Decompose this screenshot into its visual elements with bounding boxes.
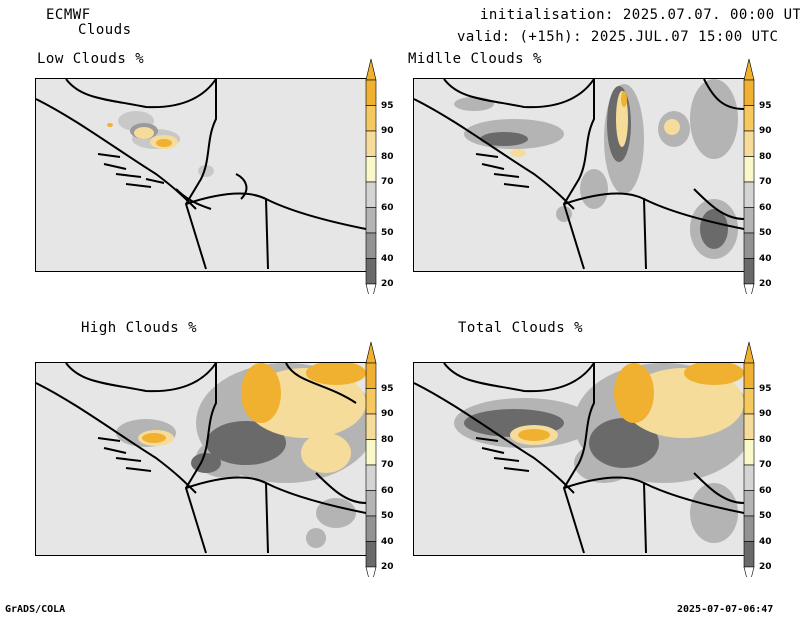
colorbar-segment xyxy=(365,362,377,389)
colorbar-segment xyxy=(365,464,377,491)
colorbar-tick-label: 20 xyxy=(759,279,772,289)
colorbar-bottom-arrow xyxy=(365,566,377,577)
map-middle-clouds xyxy=(413,78,745,272)
map-svg xyxy=(414,363,744,554)
map-high-clouds xyxy=(35,362,367,556)
colorbar-segment xyxy=(365,156,377,183)
colorbar-segment xyxy=(743,232,755,259)
panel-title-high: High Clouds % xyxy=(81,320,198,336)
colorbar-bottom-right: 95 90 80 70 60 50 40 20 xyxy=(743,341,783,577)
colorbar-tick-label: 40 xyxy=(759,536,772,547)
colorbar-top-left: 95 90 80 70 60 50 40 20 xyxy=(365,58,405,294)
colorbar-bottom-left: 95 90 80 70 60 50 40 20 xyxy=(365,341,405,577)
colorbar-tick-label: 70 xyxy=(759,460,772,470)
colorbar-tick-label: 95 xyxy=(381,100,394,111)
colorbar-segment xyxy=(743,105,755,132)
colorbar-segment xyxy=(743,156,755,183)
colorbar-tick-label: 50 xyxy=(759,228,772,238)
colorbar-tick-label: 40 xyxy=(381,536,394,547)
colorbar-tick-label: 20 xyxy=(381,279,394,289)
colorbar-tick-label: 60 xyxy=(759,202,772,213)
colorbar-bottom-arrow xyxy=(743,566,755,577)
map-total-clouds xyxy=(413,362,745,556)
colorbar-bottom-arrow xyxy=(365,283,377,294)
colorbar-tick-label: 80 xyxy=(381,434,394,445)
colorbar-tick-label: 95 xyxy=(759,100,772,111)
colorbar-segment xyxy=(365,515,377,542)
map-low-clouds xyxy=(35,78,367,272)
panel-title-low: Low Clouds % xyxy=(37,51,145,67)
colorbar-segment xyxy=(365,413,377,440)
colorbar-svg xyxy=(365,58,377,294)
colorbar-tick-label: 90 xyxy=(759,126,772,136)
colorbar-segment xyxy=(365,207,377,234)
colorbar-segment xyxy=(743,464,755,491)
colorbar-svg xyxy=(365,341,377,577)
colorbar-tick-label: 70 xyxy=(381,177,394,187)
colorbar-tick-label: 60 xyxy=(759,485,772,496)
colorbar-tick-label: 90 xyxy=(381,409,394,419)
colorbar-top-arrow xyxy=(365,58,377,81)
colorbar-segment xyxy=(743,362,755,389)
colorbar-segment xyxy=(743,130,755,157)
map-svg xyxy=(36,363,366,554)
colorbar-segment xyxy=(743,388,755,415)
colorbar-tick-label: 20 xyxy=(759,562,772,572)
colorbar-tick-label: 60 xyxy=(381,485,394,496)
map-svg xyxy=(36,79,366,270)
colorbar-segment xyxy=(743,515,755,542)
colorbar-segment xyxy=(365,232,377,259)
map-svg xyxy=(414,79,744,270)
colorbar-segment xyxy=(365,181,377,208)
colorbar-segment xyxy=(743,413,755,440)
colorbar-segment xyxy=(365,541,377,568)
colorbar-segment xyxy=(743,439,755,466)
panel-title-total: Total Clouds % xyxy=(458,320,584,336)
colorbar-tick-label: 70 xyxy=(759,177,772,187)
colorbar-tick-label: 90 xyxy=(381,126,394,136)
colorbar-segment xyxy=(743,181,755,208)
colorbar-segment xyxy=(365,79,377,106)
colorbar-segment xyxy=(743,79,755,106)
colorbar-svg xyxy=(743,58,755,294)
variable-label: Clouds xyxy=(78,22,132,38)
colorbar-tick-label: 60 xyxy=(381,202,394,213)
colorbar-bottom-arrow xyxy=(743,283,755,294)
colorbar-tick-label: 40 xyxy=(381,253,394,264)
colorbar-segment xyxy=(365,105,377,132)
colorbar-segment xyxy=(365,439,377,466)
colorbar-tick-label: 95 xyxy=(759,383,772,394)
colorbar-tick-label: 80 xyxy=(759,151,772,162)
colorbar-segment xyxy=(743,207,755,234)
colorbar-tick-label: 40 xyxy=(759,253,772,264)
footer-left: GrADS/COLA xyxy=(5,604,66,615)
colorbar-tick-label: 80 xyxy=(759,434,772,445)
panel-title-middle: Midlle Clouds % xyxy=(408,51,542,67)
colorbar-tick-label: 20 xyxy=(381,562,394,572)
colorbar-segment xyxy=(743,490,755,517)
colorbar-tick-label: 50 xyxy=(381,511,394,521)
init-time: initialisation: 2025.07.07. 00:00 UTC xyxy=(480,7,800,23)
colorbar-tick-label: 70 xyxy=(381,460,394,470)
footer-right: 2025-07-07-06:47 xyxy=(677,604,774,615)
colorbar-tick-label: 90 xyxy=(759,409,772,419)
colorbar-segment xyxy=(743,541,755,568)
colorbar-top-arrow xyxy=(743,58,755,81)
colorbar-segment xyxy=(365,130,377,157)
model-label: ECMWF xyxy=(46,7,91,23)
colorbar-segment xyxy=(365,490,377,517)
colorbar-tick-label: 95 xyxy=(381,383,394,394)
colorbar-tick-label: 80 xyxy=(381,151,394,162)
colorbar-segment xyxy=(365,388,377,415)
colorbar-segment xyxy=(743,258,755,285)
colorbar-svg xyxy=(743,341,755,577)
colorbar-top-right: 95 90 80 70 60 50 40 20 xyxy=(743,58,783,294)
colorbar-top-arrow xyxy=(743,341,755,364)
colorbar-tick-label: 50 xyxy=(759,511,772,521)
colorbar-segment xyxy=(365,258,377,285)
colorbar-tick-label: 50 xyxy=(381,228,394,238)
valid-time: valid: (+15h): 2025.JUL.07 15:00 UTC xyxy=(457,29,779,45)
colorbar-top-arrow xyxy=(365,341,377,364)
